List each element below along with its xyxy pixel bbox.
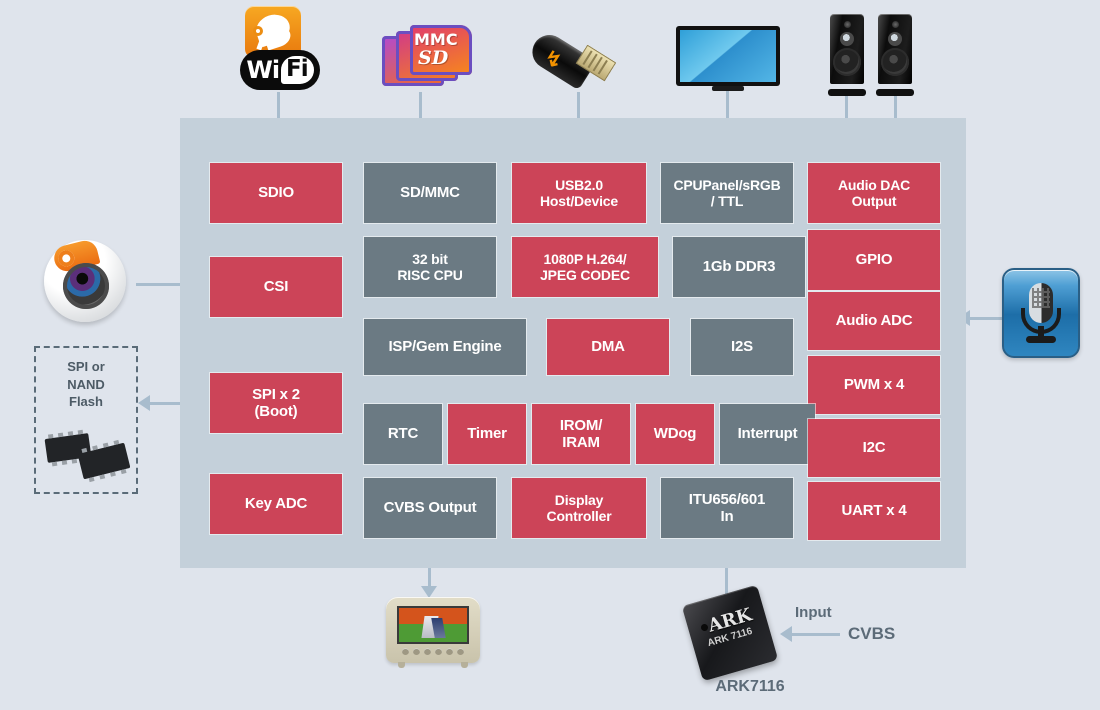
input-label: Input [795,604,832,621]
soc-block-isp-gem[interactable]: ISP/Gem Engine [364,319,526,375]
soc-block-i2s[interactable]: I2S [691,319,793,375]
soc-block-timer[interactable]: Timer [448,404,526,464]
monitor-frame [676,26,780,86]
ark7116-caption: ARK7116 [715,678,785,695]
soc-block-key-adc[interactable]: Key ADC [210,474,342,534]
speaker-port [844,21,851,28]
soc-block-csi[interactable]: CSI [210,257,342,317]
camera-lens [63,263,109,309]
speaker-right-icon [876,14,914,96]
wifi-wordmark-wi: Wi [246,56,280,84]
monitor-stand [712,86,744,91]
wifi-wordmark: Wi Fi [240,50,320,90]
headrest-legs [398,662,468,668]
speaker-woofer [881,48,909,76]
flash-label: SPI or NAND Flash [67,359,105,410]
soc-block-risc-cpu[interactable]: 32 bit RISC CPU [364,237,496,297]
speaker-tweeter [888,32,902,46]
speaker-woofer [833,48,861,76]
wifi-icon: Wi Fi [240,6,320,92]
dish-feed [253,26,263,36]
soc-block-itu656[interactable]: ITU656/601 In [661,478,793,538]
mic-stem [1038,326,1044,338]
soc-block-audio-adc[interactable]: Audio ADC [808,292,940,350]
arrowhead-cvbs-out [421,586,437,598]
connector-cvbs-input [790,633,840,636]
speaker-left-icon [828,14,866,96]
soc-block-display-ctrl[interactable]: Display Controller [512,478,646,538]
cvbs-label: CVBS [848,624,896,643]
usb-flash-drive-icon: ↯ [525,20,617,91]
headrest-screen [397,606,469,644]
satellite-dish-icon [245,6,301,58]
soc-block-sdio[interactable]: SDIO [210,163,342,223]
soc-block-gpio[interactable]: GPIO [808,230,940,290]
soc-block-codec[interactable]: 1080P H.264/JPEG CODEC [512,237,658,297]
soc-block-pwm[interactable]: PWM x 4 [808,356,940,414]
ark7116-chip-icon: ARK ARK 7116 [681,584,779,682]
soc-block-sd-mmc[interactable]: SD/MMC [364,163,496,223]
sd-card-front: MMC SD [410,25,472,75]
mic-foot [1026,336,1056,343]
mic-grille [1032,288,1050,308]
soc-block-usb2[interactable]: USB2.0 Host/Device [512,163,646,223]
soc-block-cvbs-output[interactable]: CVBS Output [364,478,496,538]
usb-trident-icon: ↯ [541,46,565,74]
headrest-monitor-icon [386,597,480,668]
mmc-label: MMC [414,30,458,49]
microphone-icon [1002,268,1080,358]
headrest-buttons[interactable] [400,647,466,656]
sd-mmc-card-icon: MMC SD [382,22,486,88]
camera-module-icon [44,238,126,322]
dish-post [256,33,267,51]
monitor-screen [680,30,776,82]
soc-block-i2c[interactable]: I2C [808,419,940,477]
screen-content-player-2 [431,618,446,638]
soc-block-rtc[interactable]: RTC [364,404,442,464]
arrowhead-cvbs-input [780,626,792,642]
soc-block-audio-dac[interactable]: Audio DAC Output [808,163,940,223]
connector-flash [150,402,208,405]
lcd-monitor-icon [676,26,780,91]
soc-block-ddr3[interactable]: 1Gb DDR3 [673,237,805,297]
speaker-base [876,89,914,96]
connector-microphone [968,317,1006,320]
soc-block-interrupt[interactable]: Interrupt [720,404,815,464]
spi-nand-flash-group: SPI or NAND Flash [34,346,138,494]
connector-itu-in [725,540,728,602]
flash-chip-2 [77,439,131,483]
arrowhead-flash-out [138,395,150,411]
sd-label: SD [418,47,449,69]
soc-block-container: SDIO SD/MMC USB2.0 Host/Device CPUPanel/sRGB… [180,118,966,568]
speaker-base [828,89,866,96]
speaker-tweeter [840,32,854,46]
soc-block-wdog[interactable]: WDog [636,404,714,464]
soc-block-cpupanel[interactable]: CPUPanel/sRGB / TTL [661,163,793,223]
wifi-wordmark-fi: Fi [281,56,314,84]
soc-block-uart[interactable]: UART x 4 [808,482,940,540]
connector-camera [136,283,202,286]
soc-block-spi-boot[interactable]: SPI x 2 (Boot) [210,373,342,433]
soc-block-irom-iram[interactable]: IROM/IRAM [532,404,630,464]
soc-block-dma[interactable]: DMA [547,319,669,375]
speaker-port [892,21,899,28]
